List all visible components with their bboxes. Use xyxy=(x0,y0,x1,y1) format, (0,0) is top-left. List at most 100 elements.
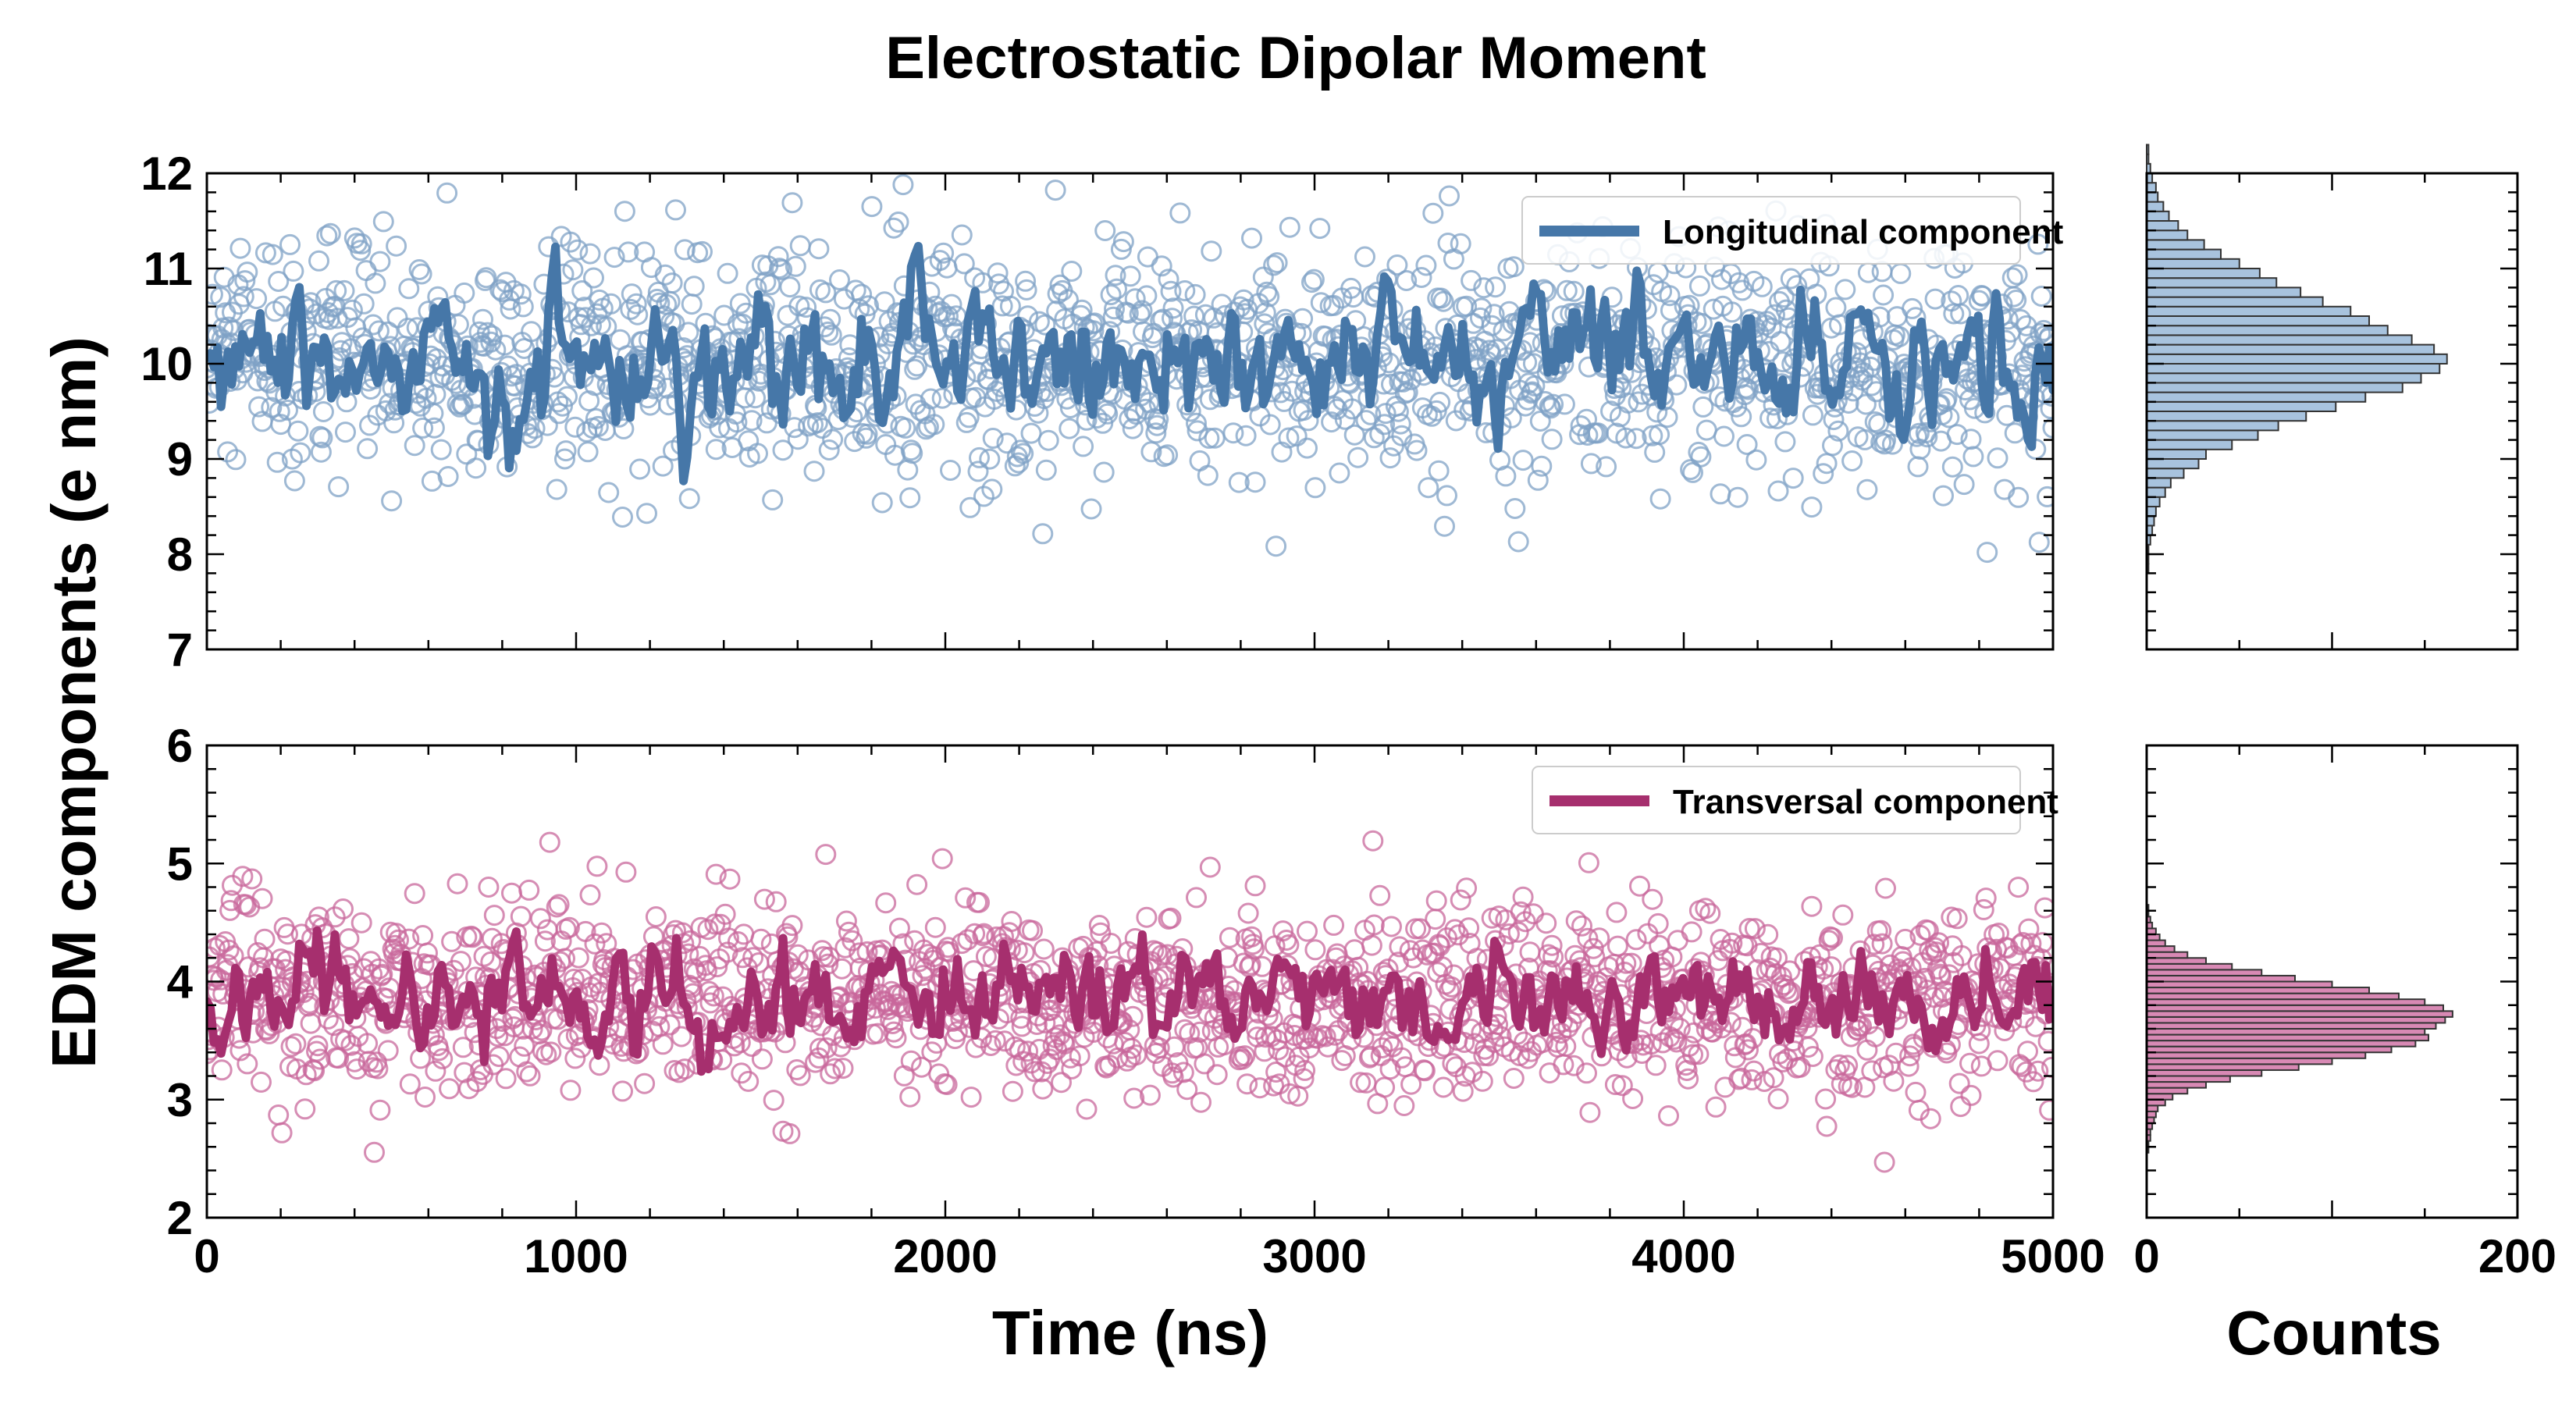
data-point xyxy=(1266,252,1288,274)
data-point xyxy=(1187,420,1208,442)
data-point xyxy=(1329,462,1350,484)
data-point xyxy=(283,470,305,492)
data-point xyxy=(1861,1060,1883,1082)
data-point xyxy=(1279,1083,1300,1104)
data-point xyxy=(1832,904,1854,926)
data-point xyxy=(1354,246,1375,268)
data-point xyxy=(1905,1081,1927,1103)
data-point xyxy=(1279,216,1300,238)
data-point xyxy=(1994,478,2016,500)
data-point xyxy=(1779,960,1801,982)
data-point xyxy=(1119,265,1141,287)
data-point xyxy=(564,1048,586,1069)
data-point xyxy=(529,908,551,930)
x-tick-label: 0 xyxy=(194,1230,219,1282)
data-point xyxy=(1773,286,1795,308)
data-point xyxy=(1678,1068,1699,1090)
histogram-bar xyxy=(2146,1110,2157,1119)
data-point xyxy=(1615,427,1637,449)
histogram-bar xyxy=(2146,468,2185,479)
data-point xyxy=(1235,425,1257,446)
data-point xyxy=(1321,411,1343,433)
data-point xyxy=(835,910,857,932)
data-point xyxy=(287,420,309,442)
data-point xyxy=(1292,308,1314,329)
data-point xyxy=(1669,1018,1691,1039)
histogram-bar xyxy=(2146,162,2151,175)
data-point xyxy=(1642,425,1663,446)
data-point xyxy=(1015,270,1037,292)
data-point xyxy=(1121,1037,1143,1059)
data-point xyxy=(659,1014,681,1036)
data-point xyxy=(2023,1071,2044,1093)
data-point xyxy=(1498,923,1520,944)
data-point xyxy=(1410,918,1431,940)
data-point xyxy=(1541,429,1563,450)
data-point xyxy=(1556,279,1578,301)
data-point xyxy=(936,1074,958,1095)
data-point xyxy=(360,379,382,400)
histogram-bar xyxy=(2146,201,2165,212)
data-point xyxy=(586,855,608,877)
data-point xyxy=(1315,1026,1336,1048)
data-point xyxy=(1825,297,1847,318)
data-point xyxy=(364,1141,385,1163)
data-point xyxy=(933,242,955,264)
data-point xyxy=(1244,875,1266,897)
data-point xyxy=(2003,286,2025,308)
data-point xyxy=(319,222,341,244)
data-point xyxy=(1432,290,1454,312)
y-tick-label: 12 xyxy=(141,148,193,200)
data-point xyxy=(521,427,543,449)
data-point xyxy=(771,259,793,281)
data-point xyxy=(1471,1070,1493,1092)
data-point xyxy=(1241,227,1262,249)
data-point xyxy=(251,1071,272,1093)
series-line-longitudinal-component xyxy=(207,241,2053,486)
data-point xyxy=(386,235,407,257)
data-point xyxy=(2027,1060,2049,1082)
data-point xyxy=(1076,1098,1098,1120)
data-point xyxy=(229,1040,251,1062)
data-point xyxy=(726,411,748,433)
data-point xyxy=(698,980,720,1002)
panel-longitudinal-histogram xyxy=(2145,144,2519,651)
data-point xyxy=(1458,917,1480,939)
data-point xyxy=(326,279,347,301)
data-point xyxy=(969,446,990,468)
data-point xyxy=(225,449,247,471)
y-tick-label: 9 xyxy=(167,433,193,486)
histogram-bar xyxy=(2146,939,2166,948)
data-point xyxy=(2017,1040,2038,1062)
data-point xyxy=(1682,1044,1703,1065)
data-point xyxy=(1881,433,1903,455)
data-point xyxy=(1801,895,1823,917)
data-point xyxy=(1405,918,1427,940)
data-point xyxy=(902,443,923,464)
data-point xyxy=(1391,1047,1413,1069)
data-point xyxy=(1736,434,1758,455)
data-point xyxy=(998,922,1020,944)
data-point xyxy=(1948,1072,1970,1094)
data-point xyxy=(1444,919,1466,941)
data-point xyxy=(1873,1151,1895,1173)
data-point xyxy=(875,892,897,914)
histogram-bar xyxy=(2146,1051,2367,1059)
data-point xyxy=(1571,915,1592,937)
data-point xyxy=(674,239,696,261)
data-point xyxy=(1425,909,1446,930)
data-point xyxy=(398,928,420,950)
data-point xyxy=(480,951,502,973)
data-point xyxy=(972,272,994,293)
data-point xyxy=(1429,391,1451,413)
data-point xyxy=(277,923,298,945)
data-point xyxy=(399,1073,421,1095)
data-point xyxy=(1825,1059,1847,1080)
data-point xyxy=(258,1023,280,1044)
histogram-bar xyxy=(2146,486,2166,498)
data-point xyxy=(1582,937,1604,959)
data-point xyxy=(953,253,975,275)
data-point xyxy=(311,427,333,449)
data-point xyxy=(1372,1037,1393,1058)
data-point xyxy=(652,455,674,477)
